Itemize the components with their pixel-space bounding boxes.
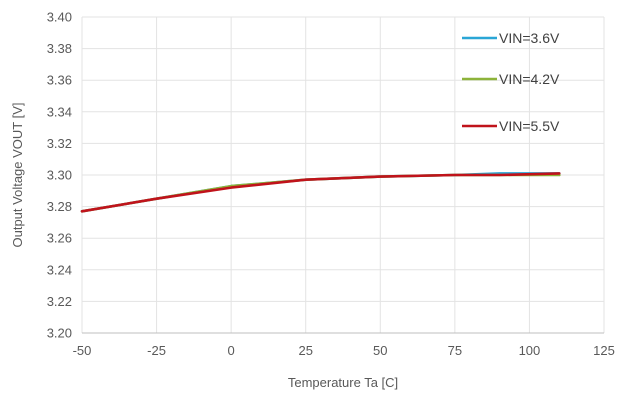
y-axis-title: Output Voltage VOUT [V] bbox=[10, 102, 25, 247]
y-tick-label: 3.24 bbox=[47, 262, 72, 277]
x-tick-label: -50 bbox=[73, 343, 92, 358]
y-tick-label: 3.38 bbox=[47, 41, 72, 56]
y-tick-label: 3.30 bbox=[47, 168, 72, 183]
y-tick-label: 3.34 bbox=[47, 104, 72, 119]
series-lines bbox=[80, 172, 561, 213]
x-tick-label: 75 bbox=[448, 343, 462, 358]
series-line-2 bbox=[80, 173, 561, 213]
y-tick-label: 3.22 bbox=[47, 294, 72, 309]
legend-label-3: VIN=5.5V bbox=[499, 118, 560, 134]
y-tick-labels: 3.20 3.22 3.24 3.26 3.28 3.30 3.32 3.34 3.36 3.38… bbox=[47, 10, 72, 341]
y-tick-label: 3.36 bbox=[47, 73, 72, 88]
x-tick-label: 100 bbox=[519, 343, 541, 358]
x-tick-label: 50 bbox=[373, 343, 387, 358]
x-tick-label: 125 bbox=[593, 343, 615, 358]
y-tick-label: 3.28 bbox=[47, 199, 72, 214]
y-tick-label: 3.32 bbox=[47, 136, 72, 151]
y-tick-label: 3.20 bbox=[47, 326, 72, 341]
series-line-3 bbox=[80, 172, 561, 213]
y-tick-label: 3.26 bbox=[47, 231, 72, 246]
x-axis-title: Temperature Ta [C] bbox=[288, 375, 398, 390]
x-tick-labels: -50 -25 0 25 50 75 100 125 bbox=[73, 343, 615, 358]
x-tick-label: 0 bbox=[228, 343, 235, 358]
x-tick-label: -25 bbox=[147, 343, 166, 358]
y-tick-label: 3.40 bbox=[47, 10, 72, 25]
x-tick-label: 25 bbox=[298, 343, 312, 358]
legend-label-1: VIN=3.6V bbox=[499, 30, 560, 46]
legend: VIN=3.6V VIN=4.2V VIN=5.5V bbox=[462, 30, 560, 134]
legend-label-2: VIN=4.2V bbox=[499, 71, 560, 87]
